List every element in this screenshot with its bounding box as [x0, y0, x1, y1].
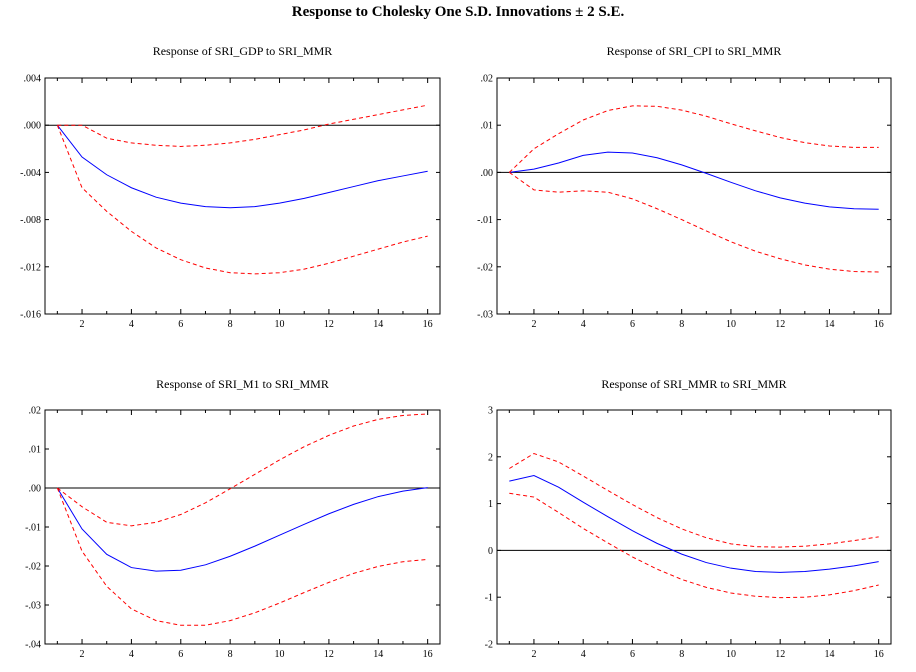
y-tick-label: -.04 — [25, 640, 41, 651]
x-tick-label: 2 — [80, 649, 85, 660]
chart-title: Response of SRI_CPI to SRI_MMR — [607, 44, 782, 58]
x-tick-label: 4 — [581, 649, 586, 660]
x-tick-label: 4 — [129, 319, 134, 330]
x-tick-label: 14 — [373, 649, 383, 660]
x-tick-label: 10 — [275, 649, 285, 660]
y-tick-label: 2 — [488, 452, 493, 463]
x-tick-label: 16 — [874, 649, 884, 660]
x-tick-label: 8 — [228, 649, 233, 660]
panel-m1: Response of SRI_M1 to SRI_MMR -.04 -.03 -.0… — [0, 373, 458, 667]
y-tick-label: -.02 — [477, 262, 493, 273]
response-line — [509, 474, 879, 573]
x-tick-label: 2 — [531, 649, 536, 660]
y-tick-label: -.012 — [20, 262, 41, 273]
x-tick-label: 6 — [178, 319, 183, 330]
y-tick-label: -.004 — [20, 168, 41, 179]
page-title: Response to Cholesky One S.D. Innovation… — [291, 4, 625, 20]
x-tick-label: 12 — [324, 649, 334, 660]
x-tick-label: 2 — [80, 319, 85, 330]
x-tick-label: 2 — [531, 319, 536, 330]
y-tick-label: .00 — [481, 168, 494, 179]
y-tick-label: .004 — [24, 74, 42, 85]
y-tick-label: .00 — [29, 484, 42, 495]
x-tick-label: 12 — [324, 319, 334, 330]
y-tick-label: -.008 — [20, 215, 41, 226]
x-tick-label: 16 — [423, 319, 433, 330]
upper-band-line — [508, 105, 879, 173]
plot-frame — [44, 409, 441, 645]
x-tick-label: 8 — [679, 649, 684, 660]
x-tick-label: 10 — [726, 649, 736, 660]
lower-band-line — [56, 125, 428, 275]
x-tick-label: 4 — [129, 649, 134, 660]
response-line — [56, 487, 428, 572]
y-tick-label: .000 — [24, 121, 42, 132]
response-line — [56, 124, 428, 209]
x-tick-label: 6 — [630, 649, 635, 660]
x-tick-label: 14 — [373, 319, 383, 330]
y-tick-label: -.016 — [20, 310, 41, 321]
upper-band-line — [57, 104, 428, 147]
x-tick-label: 14 — [824, 649, 834, 660]
x-tick-label: 8 — [228, 319, 233, 330]
upper-band-line — [57, 413, 428, 527]
y-tick-label: .02 — [481, 74, 494, 85]
x-tick-label: 16 — [423, 649, 433, 660]
plot-frame — [44, 77, 441, 315]
panel-gdp: Response of SRI_GDP to SRI_MMR -.016 -.012… — [0, 40, 458, 330]
y-tick-label: -.03 — [477, 310, 493, 321]
lower-band-line — [509, 171, 879, 273]
x-tick-label: 16 — [874, 319, 884, 330]
upper-band-line — [509, 452, 879, 548]
lower-band-line — [56, 487, 428, 626]
y-tick-label: 3 — [488, 406, 493, 417]
chart-cpi: Response of SRI_CPI to SRI_MMR -.03 -.02 -.… — [477, 44, 892, 330]
y-tick-label: .02 — [29, 406, 42, 417]
y-tick-label: 0 — [488, 546, 493, 557]
y-tick-label: -.01 — [477, 215, 493, 226]
x-tick-label: 10 — [726, 319, 736, 330]
chart-m1: Response of SRI_M1 to SRI_MMR -.04 -.03 -.0… — [25, 377, 441, 660]
response-line — [509, 151, 879, 210]
y-tick-label: -.02 — [25, 562, 41, 573]
plot-frame — [496, 409, 892, 645]
y-tick-label: .01 — [481, 121, 494, 132]
panel-mmr: Response of SRI_MMR to SRI_MMR -2 -1 0 1 2 3 2 4… — [458, 373, 916, 667]
panel-cpi: Response of SRI_CPI to SRI_MMR -.03 -.02 -.… — [458, 40, 916, 330]
x-tick-label: 8 — [679, 319, 684, 330]
plot-frame — [496, 77, 892, 315]
x-tick-label: 10 — [275, 319, 285, 330]
x-tick-label: 4 — [581, 319, 586, 330]
chart-title: Response of SRI_GDP to SRI_MMR — [153, 44, 333, 58]
y-tick-label: -2 — [485, 640, 493, 651]
chart-gdp: Response of SRI_GDP to SRI_MMR -.016 -.012… — [20, 44, 441, 330]
x-tick-label: 12 — [775, 319, 785, 330]
y-tick-label: -.01 — [25, 523, 41, 534]
x-tick-label: 14 — [824, 319, 834, 330]
y-tick-label: -1 — [485, 593, 493, 604]
lower-band-line — [509, 492, 879, 599]
y-tick-label: 1 — [488, 499, 493, 510]
x-tick-label: 12 — [775, 649, 785, 660]
y-tick-label: .01 — [29, 445, 42, 456]
chart-title: Response of SRI_MMR to SRI_MMR — [601, 377, 786, 391]
y-tick-label: -.03 — [25, 601, 41, 612]
x-tick-label: 6 — [630, 319, 635, 330]
x-tick-label: 6 — [178, 649, 183, 660]
chart-title: Response of SRI_M1 to SRI_MMR — [156, 377, 329, 391]
